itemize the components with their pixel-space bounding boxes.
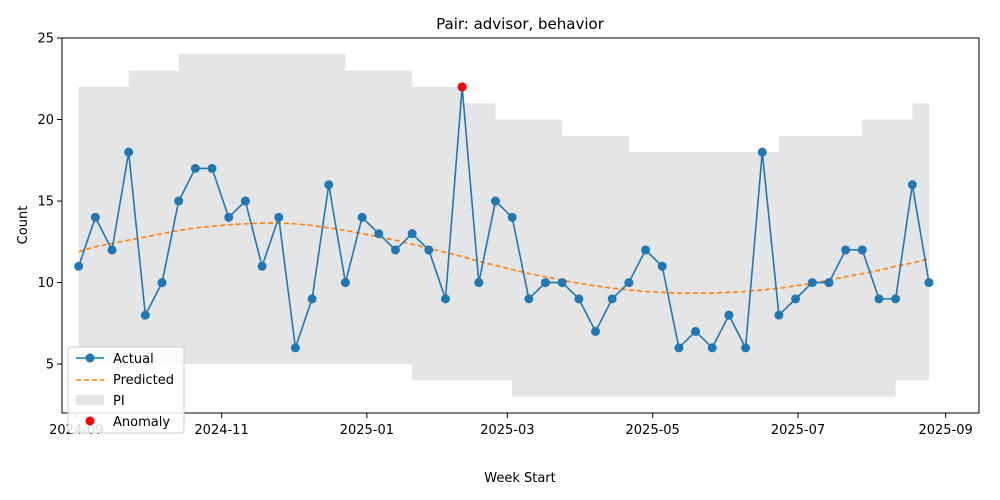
actual-line: [77, 86, 930, 351]
actual-point: [290, 343, 300, 353]
actual-point: [490, 196, 500, 206]
actual-point: [924, 278, 934, 288]
actual-point: [757, 147, 767, 157]
actual-point: [207, 163, 217, 173]
actual-point: [407, 229, 417, 239]
actual-point: [157, 278, 167, 288]
y-tick-label: 10: [37, 276, 54, 291]
actual-point: [541, 278, 551, 288]
actual-point: [140, 310, 150, 320]
x-tick-label: 2025-05: [626, 423, 680, 438]
actual-point: [674, 343, 684, 353]
actual-point: [90, 212, 100, 222]
actual-point: [374, 229, 384, 239]
actual-point: [891, 294, 901, 304]
actual-point: [390, 245, 400, 255]
predicted-line: [78, 222, 930, 294]
anomaly-layer: [457, 82, 467, 92]
legend-actual-label: Actual: [113, 352, 154, 367]
actual-point: [324, 180, 334, 190]
actual-point: [874, 294, 884, 304]
x-tick-label: 2025-09: [918, 423, 972, 438]
x-axis: 2024-092024-112025-012025-032025-052025-…: [49, 413, 973, 438]
actual-point: [274, 212, 284, 222]
y-tick-label: 15: [37, 195, 54, 210]
actual-point: [507, 212, 517, 222]
legend-anomaly-label: Anomaly: [113, 415, 170, 430]
actual-point: [824, 278, 834, 288]
x-axis-title: Week Start: [484, 471, 556, 486]
actual-point: [224, 212, 234, 222]
actual-point: [807, 278, 817, 288]
actual-point: [641, 245, 651, 255]
actual-point: [440, 294, 450, 304]
chart-title: Pair: advisor, behavior: [436, 15, 605, 33]
actual-point: [624, 278, 634, 288]
actual-point: [707, 343, 717, 353]
legend-pi-label: PI: [113, 394, 125, 409]
x-tick-label: 2024-11: [194, 423, 248, 438]
x-tick-label: 2025-03: [480, 423, 534, 438]
x-tick-label: 2025-07: [771, 423, 825, 438]
actual-point: [257, 261, 267, 271]
y-tick-label: 25: [37, 32, 54, 47]
actual-point: [190, 163, 200, 173]
actual-point: [607, 294, 617, 304]
y-axis: 5 10 15 20 25: [37, 32, 62, 373]
anomaly-point: [457, 82, 467, 92]
actual-point: [907, 180, 917, 190]
legend-box: [67, 346, 185, 434]
actual-point: [240, 196, 250, 206]
y-tick-label: 5: [46, 358, 54, 373]
actual-point: [857, 245, 867, 255]
actual-point: [691, 326, 701, 336]
actual-point: [174, 196, 184, 206]
actual-point: [340, 278, 350, 288]
actual-point: [591, 326, 601, 336]
actual-point: [557, 278, 567, 288]
actual-point: [657, 261, 667, 271]
actual-point: [107, 245, 117, 255]
legend-pi-swatch: [76, 395, 104, 405]
actual-point: [124, 147, 134, 157]
actual-point: [724, 310, 734, 320]
legend-predicted-label: Predicted: [113, 373, 174, 388]
plot-frame: [61, 37, 980, 414]
actual-point: [474, 278, 484, 288]
actual-point: [791, 294, 801, 304]
actual-point: [741, 343, 751, 353]
actual-point: [841, 245, 851, 255]
legend: Actual Predicted PI Anomaly: [67, 346, 185, 434]
actual-point: [74, 261, 84, 271]
actual-point: [424, 245, 434, 255]
actual-line-layer: [74, 82, 934, 353]
y-axis-title: Count: [16, 206, 31, 245]
legend-actual-swatch-marker: [85, 353, 95, 363]
actual-point: [357, 212, 367, 222]
actual-point: [574, 294, 584, 304]
predicted-line-layer: [78, 222, 930, 294]
legend-anomaly-swatch: [85, 416, 95, 426]
y-tick-label: 20: [37, 113, 54, 128]
x-tick-label: 2025-01: [340, 423, 394, 438]
actual-point: [524, 294, 534, 304]
actual-point: [307, 294, 317, 304]
actual-point: [774, 310, 784, 320]
